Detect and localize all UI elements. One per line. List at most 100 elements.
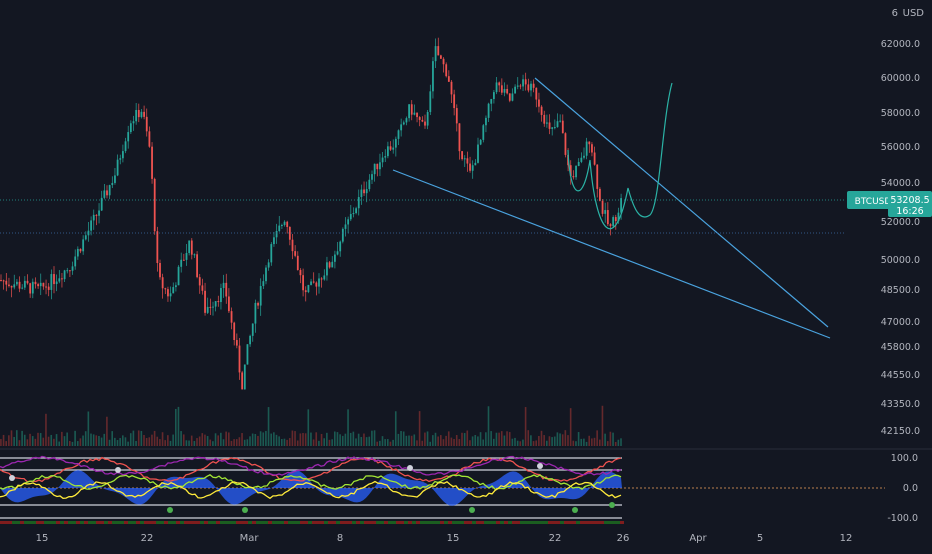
candle-body: [341, 228, 344, 242]
oscillator-strip-segment: [540, 521, 544, 524]
volume-bar: [394, 411, 397, 446]
candle-body: [283, 221, 286, 225]
oscillator-strip-segment: [4, 521, 8, 524]
volume-bar: [87, 411, 90, 446]
candle-body: [151, 146, 153, 179]
oscillator-strip-segment: [16, 521, 20, 524]
volume-bar: [26, 439, 29, 446]
volume-bar: [336, 432, 339, 446]
volume-bar: [0, 439, 2, 446]
volume-bar: [217, 435, 219, 446]
volume-bar: [204, 434, 206, 446]
oscillator-line: [0, 455, 622, 476]
oscillator-strip-segment: [256, 521, 260, 524]
oscillator-strip-segment: [412, 521, 416, 524]
volume-bar: [175, 408, 177, 446]
candle-body: [569, 165, 572, 177]
volume-bar: [53, 438, 55, 446]
oscillator-axis[interactable]: 100.0 0.0 -100.0: [887, 453, 918, 524]
volume-bar: [167, 435, 169, 446]
candle-body: [614, 217, 617, 222]
volume-bar: [551, 437, 553, 446]
price-tick-label: 48500.0: [881, 285, 920, 296]
volume-bar: [418, 411, 421, 446]
volume-bar: [265, 430, 267, 446]
price-axis[interactable]: USD 6 62000.0 60000.0 58000.0 56000.0 54000.…: [881, 8, 925, 437]
oscillator-strip-segment: [456, 521, 460, 524]
candle-body: [225, 282, 228, 297]
drawings[interactable]: [392, 77, 831, 339]
candle-body: [315, 282, 318, 287]
volume-bar: [47, 436, 50, 446]
volume-bar: [519, 441, 522, 446]
candle-body: [506, 89, 509, 94]
volume-bar: [426, 431, 429, 446]
candle-body: [532, 83, 535, 88]
candle-body: [204, 290, 206, 313]
candle-body: [397, 130, 400, 139]
upper-trendline[interactable]: [534, 77, 829, 328]
oscillator-strip-segment: [420, 521, 424, 524]
oscillator-line: [0, 456, 622, 483]
candle-body: [466, 158, 469, 164]
price-tick-label: 52000.0: [881, 217, 920, 228]
volume-bar: [583, 438, 585, 446]
candle-body: [100, 197, 103, 211]
oscillator-strip-segment: [288, 521, 292, 524]
candle-body: [609, 224, 612, 227]
volume-bar: [296, 440, 299, 446]
oscillator-strip-segment: [104, 521, 108, 524]
volume-bar: [575, 441, 577, 446]
oscillator-strip-segment: [12, 521, 16, 524]
candle-body: [442, 58, 445, 65]
oscillator-strip-segment: [344, 521, 348, 524]
volume-bar: [440, 435, 442, 446]
volume-bar: [267, 407, 270, 446]
oscillator-strip-segment: [544, 521, 548, 524]
oscillator-signal-dot: [9, 475, 15, 481]
volume-bar: [106, 416, 108, 446]
volume-bar: [156, 436, 159, 446]
volume-bar: [320, 433, 323, 446]
candle-body: [495, 82, 498, 93]
volume-series: [0, 405, 622, 446]
volume-bar: [357, 433, 360, 446]
oscillator-strip-segment: [224, 521, 228, 524]
oscillator-strip-segment: [360, 521, 364, 524]
oscillator-signal-dot: [572, 507, 578, 513]
oscillator-strip-segment: [576, 521, 580, 524]
volume-bar: [21, 430, 23, 446]
lower-trendline[interactable]: [392, 169, 831, 339]
candle-body: [31, 281, 34, 294]
oscillator-strip-segment: [496, 521, 500, 524]
volume-bar: [259, 431, 262, 446]
candle-body: [233, 322, 236, 341]
candle-body: [601, 200, 604, 214]
volume-bar: [235, 439, 238, 446]
volume-bar: [397, 433, 400, 446]
volume-bar: [283, 438, 286, 446]
cup-projection-path[interactable]: [567, 82, 673, 230]
candle-body: [538, 99, 540, 107]
oscillator-strip-segment: [96, 521, 100, 524]
candle-body: [519, 85, 522, 87]
candle-body: [394, 138, 397, 148]
volume-bar: [66, 432, 68, 446]
volume-bar: [482, 439, 484, 446]
volume-bar: [145, 437, 148, 446]
time-axis[interactable]: 15 22 Mar 8 15 22 26 Apr 5 12: [36, 533, 853, 544]
volume-bar: [609, 431, 612, 446]
volume-bar: [214, 433, 217, 446]
oscillator-strip-segment: [324, 521, 328, 524]
volume-bar: [159, 439, 161, 446]
candlestick-series[interactable]: [0, 37, 622, 390]
oscillator-tick-label: 0.0: [903, 483, 918, 494]
candle-body: [84, 235, 87, 240]
candle-body: [291, 239, 294, 252]
volume-bar: [543, 435, 545, 446]
volume-bar: [408, 435, 410, 446]
candle-body: [212, 306, 214, 308]
oscillator-signal-dot: [167, 507, 173, 513]
